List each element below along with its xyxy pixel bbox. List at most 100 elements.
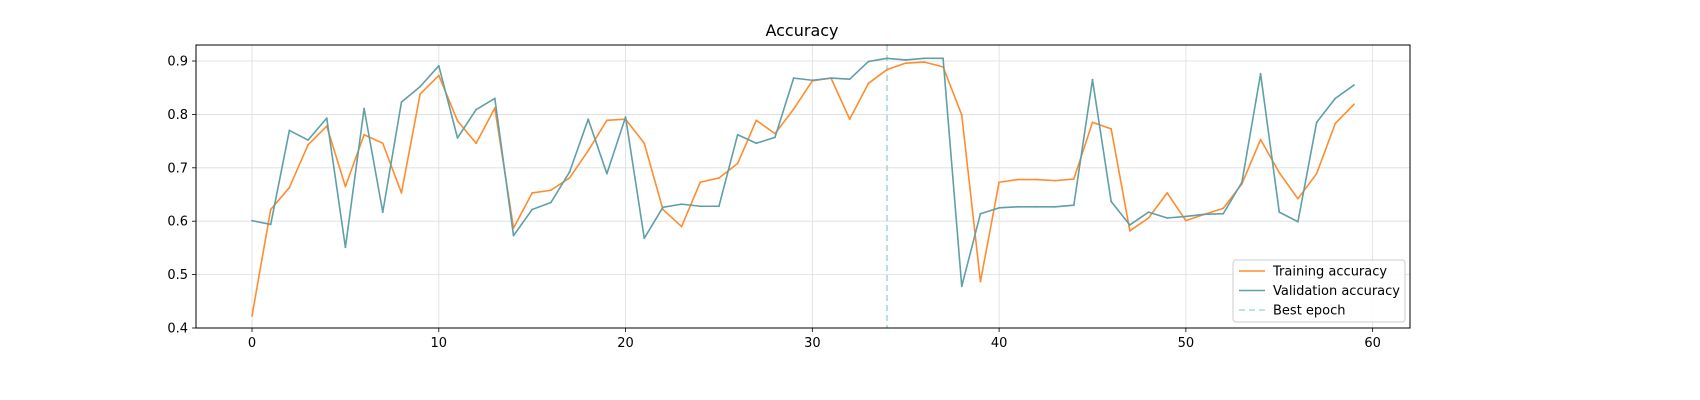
data-point [830, 77, 832, 80]
data-point [736, 162, 739, 165]
data-point [867, 82, 870, 85]
data-point [1297, 220, 1299, 223]
data-point [755, 142, 758, 145]
data-point [419, 85, 422, 88]
data-point [437, 74, 440, 77]
data-point [307, 139, 309, 141]
x-tick-label: 50 [1178, 336, 1195, 351]
data-point [979, 280, 982, 283]
data-point [1353, 84, 1355, 86]
data-point [718, 177, 720, 179]
data-point [998, 181, 1001, 184]
data-point [568, 171, 571, 173]
data-point [736, 133, 739, 136]
data-point [456, 137, 459, 139]
data-point [587, 149, 590, 152]
chart-title: Accuracy [765, 21, 838, 40]
data-point [848, 118, 851, 121]
data-point [1035, 205, 1038, 208]
x-tick-label: 30 [804, 336, 821, 351]
data-point [1259, 138, 1262, 141]
data-point [886, 68, 888, 71]
data-point [1072, 178, 1075, 180]
data-point [475, 142, 478, 145]
data-point [512, 234, 515, 237]
data-point [531, 192, 534, 194]
training-accuracy-line [251, 61, 1355, 316]
data-point [755, 119, 758, 122]
data-point [381, 142, 384, 145]
legend-best-epoch: Best epoch [1239, 304, 1346, 319]
data-point [400, 192, 403, 194]
data-point [904, 59, 907, 61]
legend-training: Training accuracy [1239, 265, 1387, 280]
legend-box [1232, 259, 1406, 323]
data-point [437, 64, 440, 67]
data-point [251, 314, 253, 317]
data-point [1184, 215, 1187, 218]
data-point [325, 117, 328, 120]
data-point [1072, 204, 1075, 207]
training-accuracy-series [251, 61, 1355, 317]
data-point [699, 181, 702, 184]
data-point [699, 205, 702, 208]
data-point [1016, 205, 1019, 208]
data-point [979, 212, 982, 215]
data-point [251, 219, 253, 222]
data-point [624, 116, 627, 118]
data-point [568, 177, 571, 179]
data-point [1222, 212, 1225, 215]
data-point [1091, 121, 1094, 124]
data-point [1241, 181, 1243, 184]
data-point [381, 211, 384, 214]
data-point [792, 77, 795, 80]
data-point [1278, 211, 1281, 214]
data-point [1166, 192, 1169, 194]
data-point [1147, 211, 1150, 214]
validation-accuracy-line [251, 57, 1355, 288]
data-point [1203, 213, 1206, 216]
x-tick-label: 0 [248, 336, 256, 351]
data-point [1297, 197, 1299, 200]
data-point [1128, 229, 1131, 232]
data-point [288, 129, 291, 132]
legend-validation: Validation accuracy [1239, 284, 1400, 299]
data-point [344, 246, 347, 249]
data-point [1054, 205, 1057, 208]
y-tick-label: 0.5 [167, 268, 188, 283]
legend-label: Validation accuracy [1273, 284, 1400, 299]
data-point [792, 108, 795, 110]
data-point [1147, 217, 1150, 219]
data-point [1222, 207, 1225, 210]
series-layer [251, 57, 1355, 317]
legend-label: Best epoch [1273, 304, 1346, 319]
x-tick-label: 20 [617, 336, 634, 351]
data-point [718, 205, 720, 208]
data-point [960, 285, 963, 288]
data-point [1016, 178, 1019, 181]
data-point [363, 133, 365, 136]
x-tick-label: 60 [1364, 336, 1381, 351]
data-point [998, 206, 1001, 209]
data-point [549, 189, 552, 192]
y-tick-label: 0.9 [167, 55, 188, 70]
data-point [1278, 171, 1281, 174]
data-point [400, 101, 403, 104]
data-point [1110, 127, 1113, 130]
data-point [475, 108, 478, 111]
x-tick-label: 10 [431, 336, 448, 351]
data-point [493, 97, 496, 100]
data-point [680, 225, 683, 228]
data-point [1166, 217, 1169, 219]
plot-frame [195, 44, 1411, 329]
data-point [923, 57, 926, 60]
y-tick-label: 0.7 [167, 161, 188, 176]
data-point [587, 118, 590, 121]
tick-layer: 0 10 20 30 40 50 60 0.4 0.5 0.6 0.7 0.8 0.9 [167, 55, 1381, 351]
data-point [605, 172, 608, 175]
grid-layer [196, 45, 1410, 329]
data-point [1035, 178, 1038, 181]
data-point [960, 114, 963, 116]
data-point [904, 62, 907, 65]
